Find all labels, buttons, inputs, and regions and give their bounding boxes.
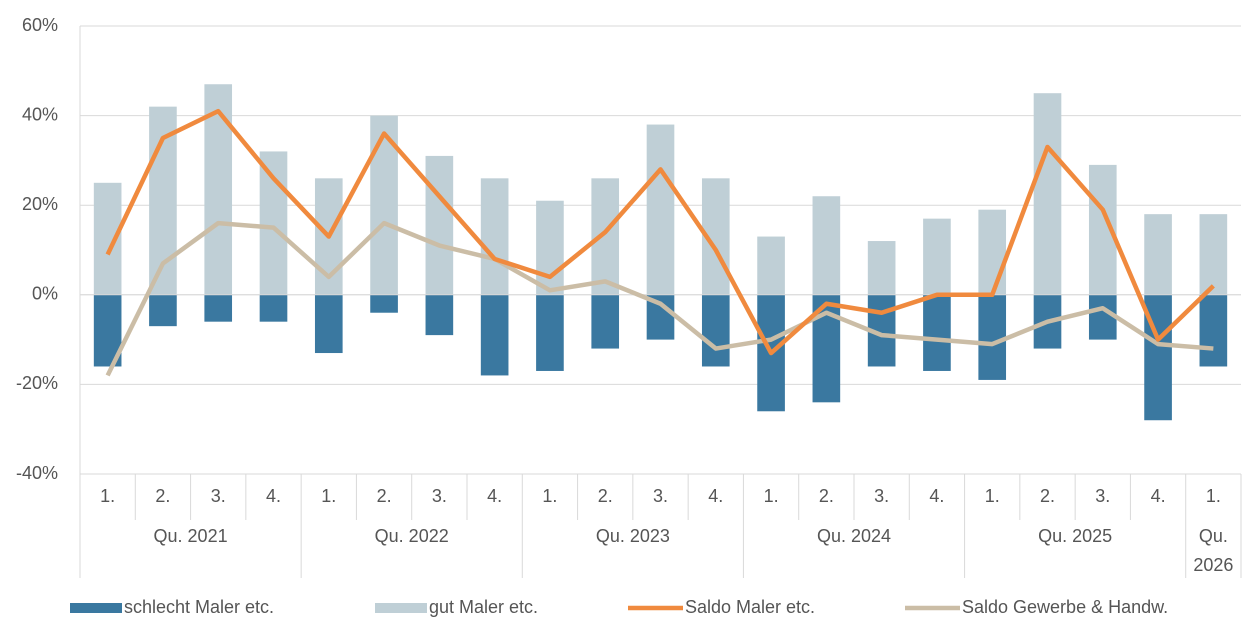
y-tick-label: 60% — [22, 15, 58, 35]
legend-label: Saldo Gewerbe & Handw. — [962, 597, 1168, 617]
group-label: Qu. 2022 — [375, 526, 449, 546]
y-tick-label: -20% — [16, 373, 58, 393]
group-label-line: Qu. — [1199, 526, 1228, 546]
y-tick-label: 20% — [22, 194, 58, 214]
x-tick-label: 3. — [211, 486, 226, 506]
bar — [701, 294, 730, 367]
x-tick-label: 3. — [653, 486, 668, 506]
x-tick-label: 1. — [542, 486, 557, 506]
x-tick-label: 3. — [874, 486, 889, 506]
line — [105, 220, 1214, 377]
bar — [1199, 294, 1228, 367]
x-tick-label: 3. — [1095, 486, 1110, 506]
group-label: Qu. 2026 — [1193, 526, 1233, 575]
bar — [1088, 294, 1117, 340]
x-tick-label: 1. — [985, 486, 1000, 506]
bar — [536, 294, 564, 371]
legend-label: Saldo Maler etc. — [685, 597, 815, 617]
bar — [1144, 214, 1172, 295]
x-tick-label: 2. — [819, 486, 834, 506]
group-label: Qu. 2025 — [1038, 526, 1112, 546]
legend-label: schlecht Maler etc. — [124, 597, 274, 617]
bar — [480, 178, 509, 295]
bar — [370, 294, 398, 313]
bar — [1033, 93, 1062, 295]
y-tick-label: 40% — [22, 104, 58, 124]
x-tick-label: 4. — [487, 486, 502, 506]
x-tick-label: 1. — [321, 486, 336, 506]
x-tick-label: 2. — [377, 486, 392, 506]
bar — [480, 294, 509, 376]
group-label: Qu. 2021 — [154, 526, 228, 546]
bar — [923, 294, 951, 371]
bar — [314, 294, 343, 354]
x-tick-label: 4. — [266, 486, 281, 506]
x-tick-label: 2. — [155, 486, 170, 506]
bar — [757, 236, 785, 295]
bar — [204, 294, 233, 322]
group-label: Qu. 2024 — [817, 526, 891, 546]
group-label-line: 2026 — [1193, 555, 1233, 575]
bar — [978, 294, 1007, 380]
bar — [1199, 214, 1228, 295]
bar — [536, 200, 564, 295]
group-label: Qu. 2023 — [596, 526, 670, 546]
y-tick-label: 0% — [32, 284, 58, 304]
bar — [812, 196, 841, 295]
x-tick-label: 1. — [1206, 486, 1221, 506]
bar — [923, 218, 951, 295]
bar — [591, 294, 620, 349]
x-tick-label: 4. — [1151, 486, 1166, 506]
x-tick-label: 1. — [100, 486, 115, 506]
legend-swatch — [375, 603, 427, 613]
x-tick-label: 4. — [929, 486, 944, 506]
x-tick-label: 4. — [708, 486, 723, 506]
bar — [591, 178, 620, 295]
bar — [978, 209, 1007, 295]
y-tick-label: -40% — [16, 463, 58, 483]
bar — [867, 241, 896, 295]
bar — [646, 124, 675, 295]
line — [105, 108, 1215, 356]
legend-swatch — [70, 603, 122, 613]
x-tick-label: 1. — [764, 486, 779, 506]
bar — [425, 294, 454, 336]
x-tick-label: 2. — [598, 486, 613, 506]
x-tick-label: 2. — [1040, 486, 1055, 506]
legend-label: gut Maler etc. — [429, 597, 538, 617]
bar — [259, 151, 288, 295]
bar — [425, 155, 454, 295]
bar — [149, 294, 177, 327]
x-tick-label: 3. — [432, 486, 447, 506]
bar — [259, 294, 288, 322]
